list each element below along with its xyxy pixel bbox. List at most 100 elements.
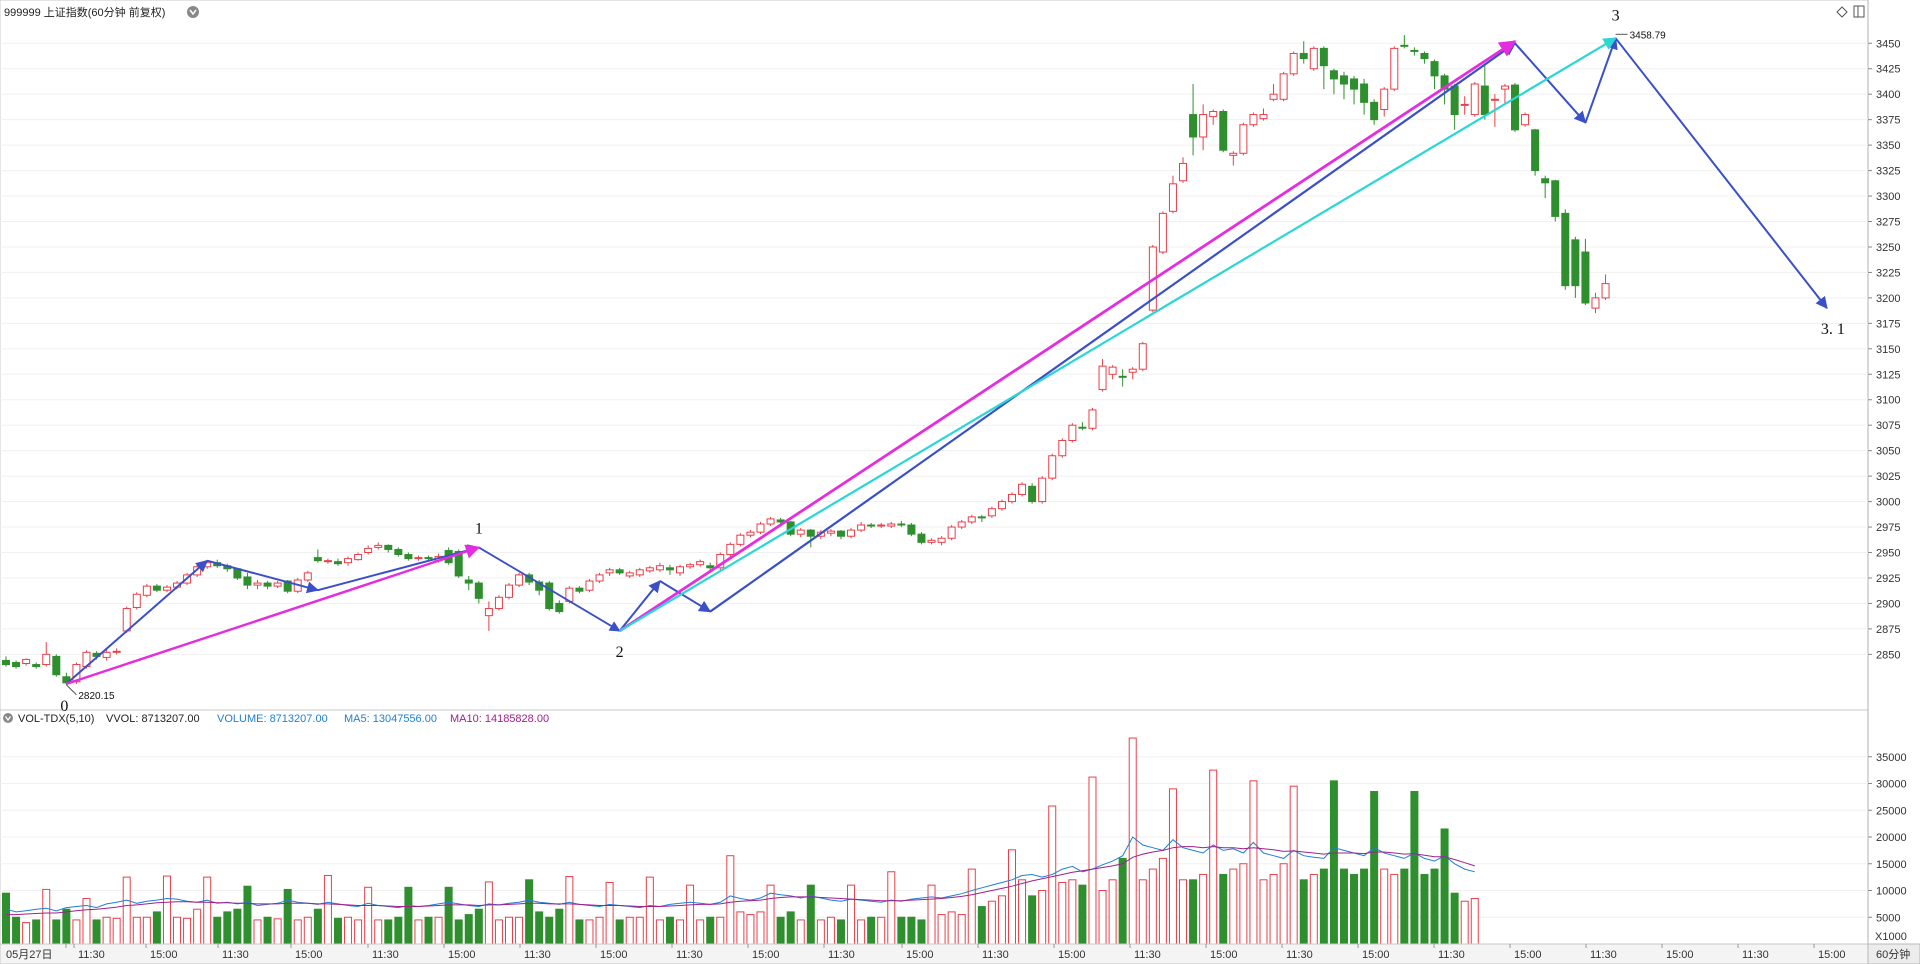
candle-body: [1339, 75, 1348, 85]
volume-bar: [183, 917, 192, 945]
candle-body: [333, 561, 342, 565]
volume-bar: [786, 911, 795, 945]
volume-bar: [364, 886, 373, 945]
volume-bar: [625, 916, 634, 945]
candle: [474, 581, 483, 604]
low-marker-line: [66, 684, 77, 696]
volume-bar: [283, 888, 292, 945]
volume-toggle-icon[interactable]: [3, 713, 13, 723]
volume-bar: [1279, 863, 1288, 945]
candle-body: [645, 567, 654, 572]
candle-body: [625, 572, 634, 577]
candle-body: [515, 574, 524, 586]
candle: [756, 521, 765, 535]
diamond-icon[interactable]: [1836, 6, 1848, 18]
candle: [1289, 51, 1298, 76]
title-dropdown-icon[interactable]: [187, 6, 199, 18]
candle: [1179, 157, 1188, 183]
candle-body: [857, 524, 866, 531]
candle: [1410, 47, 1419, 56]
volume-unit-label: X1000: [1875, 931, 1907, 943]
time-tick-label: 15:00: [1666, 949, 1694, 961]
candle-body: [1490, 98, 1499, 101]
period-button[interactable]: [1867, 943, 1920, 964]
candle: [736, 533, 745, 547]
candle: [997, 499, 1006, 511]
candle: [1370, 99, 1379, 125]
volume-bar: [836, 919, 845, 945]
candle-body: [12, 662, 21, 668]
candle-body: [364, 547, 373, 554]
candle-body: [414, 557, 423, 560]
volume-bar: [645, 876, 654, 945]
candle: [1360, 78, 1369, 115]
volume-bar: [726, 855, 735, 945]
candle: [142, 584, 151, 598]
chart-title[interactable]: 999999 上证指数(60分钟 前复权): [4, 5, 165, 19]
volume-bar: [1350, 873, 1359, 945]
volume-bar: [1289, 785, 1298, 945]
volume-indicator-name[interactable]: VOL-TDX(5,10): [18, 713, 94, 725]
candle: [897, 520, 906, 528]
time-tick-label: 11:30: [78, 949, 105, 961]
volume-bar: [344, 916, 353, 945]
price-tick-label: 3225: [1876, 267, 1900, 279]
magenta-wave-arrow: [618, 40, 1517, 633]
panel-toggle-icon[interactable]: [1853, 5, 1865, 18]
candle-body: [1179, 162, 1188, 182]
volume-bar: [535, 911, 544, 945]
volume-bar: [585, 919, 594, 945]
candle: [615, 567, 624, 575]
volume-bar: [303, 916, 312, 945]
volume-bar: [676, 919, 685, 945]
candle: [826, 529, 835, 537]
volume-bar: [605, 881, 614, 945]
candle: [494, 595, 503, 611]
volume-bar: [162, 875, 171, 945]
candle-body: [1058, 439, 1067, 457]
blue-wave-arrow: [65, 559, 209, 685]
volume-bar: [1400, 868, 1409, 945]
candle-body: [1189, 114, 1198, 138]
candle-body: [1118, 375, 1127, 378]
candle-body: [847, 529, 856, 537]
ma10-line: [6, 846, 1475, 916]
time-tick-label: 15:00: [906, 949, 934, 961]
volume-bar: [1219, 873, 1228, 945]
candle-body: [736, 534, 745, 545]
volume-bar: [635, 916, 644, 945]
volume-bar: [575, 919, 584, 945]
candle: [1028, 483, 1037, 504]
candle: [766, 516, 775, 527]
candle-body: [313, 557, 322, 562]
candle: [152, 584, 161, 593]
time-tick-label: 11:30: [676, 949, 703, 961]
candle-body: [454, 550, 463, 577]
price-tick-label: 3250: [1876, 242, 1900, 254]
candle-body: [1460, 103, 1469, 106]
volume-tick-label: 20000: [1876, 832, 1907, 844]
candle: [1500, 84, 1509, 105]
candle-body: [877, 524, 886, 527]
candle: [1350, 75, 1359, 105]
candle-body: [887, 523, 896, 527]
candle: [635, 567, 644, 577]
time-tick-label: 11:30: [1590, 949, 1617, 961]
candle-body: [1390, 47, 1399, 90]
time-tick-label: 15:00: [1210, 949, 1238, 961]
candle: [102, 649, 111, 661]
period-label[interactable]: 60分钟: [1876, 947, 1910, 961]
volume-bar: [424, 916, 433, 945]
volume-bar: [1309, 873, 1318, 945]
candle-body: [1168, 183, 1177, 212]
candle: [706, 562, 715, 570]
candle-body: [997, 501, 1006, 510]
candle: [344, 556, 353, 566]
candle: [1420, 51, 1429, 64]
volume-bar: [233, 908, 242, 945]
candle: [1561, 209, 1570, 290]
candle-body: [1551, 180, 1560, 217]
volume-bar: [12, 916, 21, 945]
candle-body: [404, 554, 413, 560]
volume-bar: [394, 916, 403, 945]
